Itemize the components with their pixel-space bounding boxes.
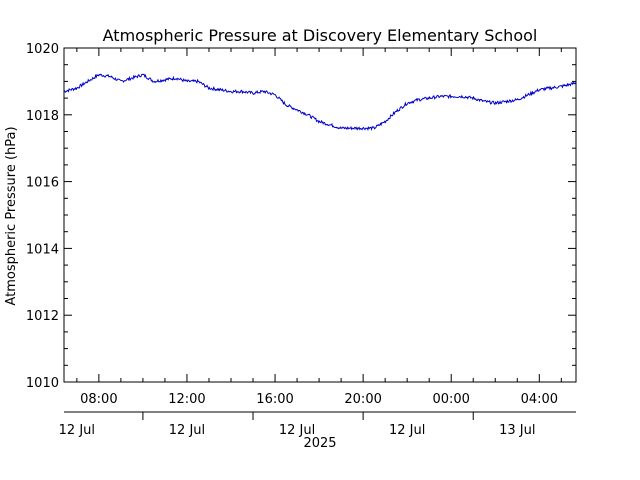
y-tick-label: 1014 (26, 242, 59, 257)
y-tick-label: 1020 (26, 42, 59, 57)
date-label: 12 Jul (389, 423, 425, 438)
date-label: 12 Jul (59, 423, 95, 438)
y-tick-label: 1012 (26, 309, 59, 324)
y-tick-label: 1016 (26, 176, 59, 191)
y-axis-ticks: 1010 1012 1014 1016 1018 1020 (26, 42, 576, 391)
series-layer (63, 73, 577, 132)
x-tick-label: 20:00 (344, 392, 381, 407)
date-label: 12 Jul (169, 423, 205, 438)
x-tick-label: 08:00 (80, 392, 117, 407)
x-tick-label: 12:00 (168, 392, 205, 407)
date-axis-ticks: 12 Jul 12 Jul 12 Jul 12 Jul 13 Jul (59, 412, 535, 438)
x-axis-ticks: 08:00 12:00 16:00 20:00 00:00 04:00 (76, 48, 562, 407)
y-tick-label: 1018 (26, 109, 59, 124)
date-label: 12 Jul (279, 423, 315, 438)
date-label: 13 Jul (499, 423, 535, 438)
plot-frame (63, 47, 577, 383)
series-line (63, 73, 577, 132)
year-label: 2025 (303, 436, 336, 451)
chart-title: Atmospheric Pressure at Discovery Elemen… (103, 26, 538, 45)
y-tick-label: 1010 (26, 376, 59, 391)
x-tick-label: 00:00 (432, 392, 469, 407)
x-tick-label: 04:00 (521, 392, 558, 407)
x-tick-label: 16:00 (256, 392, 293, 407)
y-axis-label: Atmospheric Pressure (hPa) (4, 126, 19, 305)
